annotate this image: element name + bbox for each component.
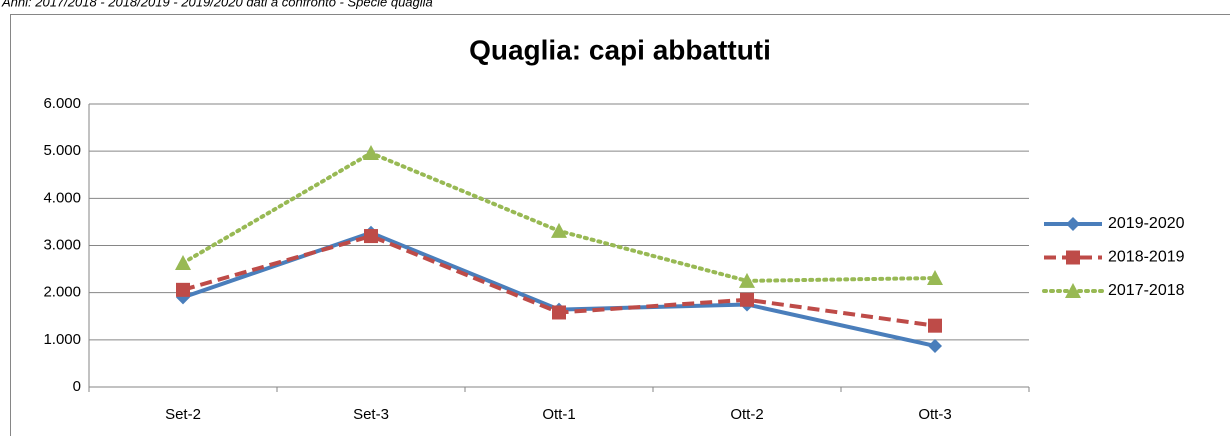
y-tick-label: 6.000 <box>43 95 81 112</box>
y-tick-label: 3.000 <box>43 236 81 253</box>
marker <box>928 319 942 333</box>
marker <box>176 283 190 297</box>
chart-title: Quaglia: capi abbattuti <box>469 34 771 65</box>
marker <box>552 305 566 319</box>
y-tick-label: 1.000 <box>43 331 81 348</box>
legend-label: 2018-2019 <box>1108 249 1185 266</box>
y-tick-label: 4.000 <box>43 189 81 206</box>
legend-label: 2017-2018 <box>1108 282 1185 299</box>
legend-label: 2019-2020 <box>1108 215 1185 232</box>
y-tick-label: 2.000 <box>43 284 81 301</box>
marker <box>364 229 378 243</box>
x-tick-label: Ott-2 <box>730 406 763 423</box>
x-tick-label: Set-2 <box>165 406 201 423</box>
y-tick-label: 5.000 <box>43 142 81 159</box>
marker <box>1066 251 1080 265</box>
y-tick-label: 0 <box>73 378 81 395</box>
marker <box>740 293 754 307</box>
x-tick-label: Ott-3 <box>918 406 951 423</box>
x-tick-label: Set-3 <box>353 406 389 423</box>
header: Anni: 2017/2018 - 2018/2019 - 2019/2020 … <box>1 0 433 9</box>
x-tick-label: Ott-1 <box>542 406 575 423</box>
